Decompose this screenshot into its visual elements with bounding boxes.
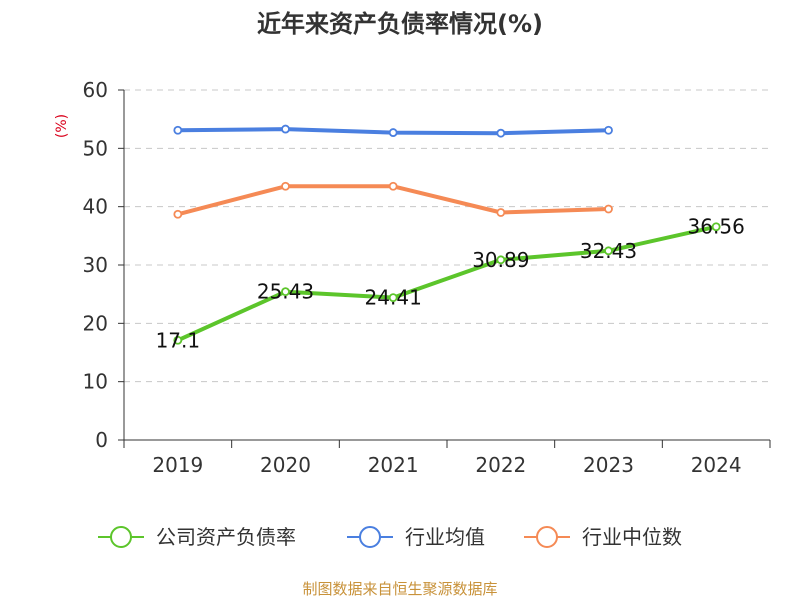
x-tick-label-2019: 2019 bbox=[152, 453, 203, 477]
legend-marker-1 bbox=[359, 526, 381, 548]
data-label-2020: 25.43 bbox=[257, 280, 314, 304]
legend-item-2[interactable]: 行业中位数 bbox=[524, 525, 682, 549]
y-axis-unit: (%) bbox=[54, 114, 70, 138]
x-tick-label-2020: 2020 bbox=[260, 453, 311, 477]
series-1-point-2020 bbox=[281, 124, 290, 134]
series-2-point-2021 bbox=[388, 181, 398, 191]
x-tick-label-2024: 2024 bbox=[691, 453, 742, 477]
y-tick-label-40: 40 bbox=[83, 195, 108, 219]
data-labels: 17.1 25.43 24.41 30.89 32.43 36.56 bbox=[156, 215, 745, 353]
x-tick-label-2023: 2023 bbox=[583, 453, 634, 477]
series-2-point-2022 bbox=[496, 208, 506, 217]
legend-item-0[interactable]: 公司资产负债率 bbox=[98, 525, 296, 549]
series-1-point-2019 bbox=[173, 125, 183, 135]
series-2-point-2019 bbox=[173, 209, 183, 219]
x-tick-label-2022: 2022 bbox=[475, 453, 526, 477]
chart-title: 近年来资产负债率情况(%) bbox=[257, 10, 543, 38]
plot-area bbox=[173, 124, 721, 345]
gridlines bbox=[124, 89, 770, 383]
legend-item-1[interactable]: 行业均值 bbox=[347, 525, 485, 549]
legend-marker-2 bbox=[536, 526, 558, 548]
series-2-point-2020 bbox=[281, 181, 290, 191]
source-note: 制图数据来自恒生聚源数据库 bbox=[302, 580, 497, 598]
y-tick-label-10: 10 bbox=[83, 370, 108, 394]
data-label-2024: 36.56 bbox=[688, 215, 745, 239]
y-tick-label-20: 20 bbox=[83, 311, 108, 335]
y-tick-label-60: 60 bbox=[83, 78, 108, 102]
y-tick-label-30: 30 bbox=[83, 253, 108, 277]
series-2-point-2023 bbox=[604, 204, 613, 214]
series-0-point-2020 bbox=[281, 287, 290, 297]
series-line-0 bbox=[175, 224, 719, 343]
data-label-2022: 30.89 bbox=[472, 248, 529, 272]
series-0-point-2023 bbox=[604, 246, 613, 256]
series-1-point-2023 bbox=[604, 125, 613, 135]
data-label-2023: 32.43 bbox=[580, 239, 637, 263]
axes: 0 10 20 30 40 50 60 2019 2020 2021 2022 2023 2024 bbox=[83, 78, 771, 477]
y-tick-label-50: 50 bbox=[83, 136, 108, 160]
legend-label-0: 公司资产负债率 bbox=[156, 525, 296, 549]
data-label-2019: 17.1 bbox=[156, 328, 201, 352]
series-0-point-2022 bbox=[496, 255, 506, 265]
series-1-point-2021 bbox=[388, 128, 398, 137]
legend-label-1: 行业均值 bbox=[405, 525, 485, 549]
legend-marker-0 bbox=[110, 526, 132, 548]
data-label-2021: 24.41 bbox=[365, 286, 422, 310]
series-1-point-2022 bbox=[496, 128, 506, 138]
series-0-point-2019 bbox=[173, 335, 183, 345]
x-tick-label-2021: 2021 bbox=[368, 453, 419, 477]
y-tick-label-0: 0 bbox=[95, 428, 108, 452]
series-0-point-2024 bbox=[711, 222, 721, 232]
series-0-point-2021 bbox=[388, 293, 398, 303]
legend-label-2: 行业中位数 bbox=[582, 525, 682, 549]
legend[interactable]: 公司资产负债率 行业均值 行业中位数 bbox=[98, 525, 682, 549]
